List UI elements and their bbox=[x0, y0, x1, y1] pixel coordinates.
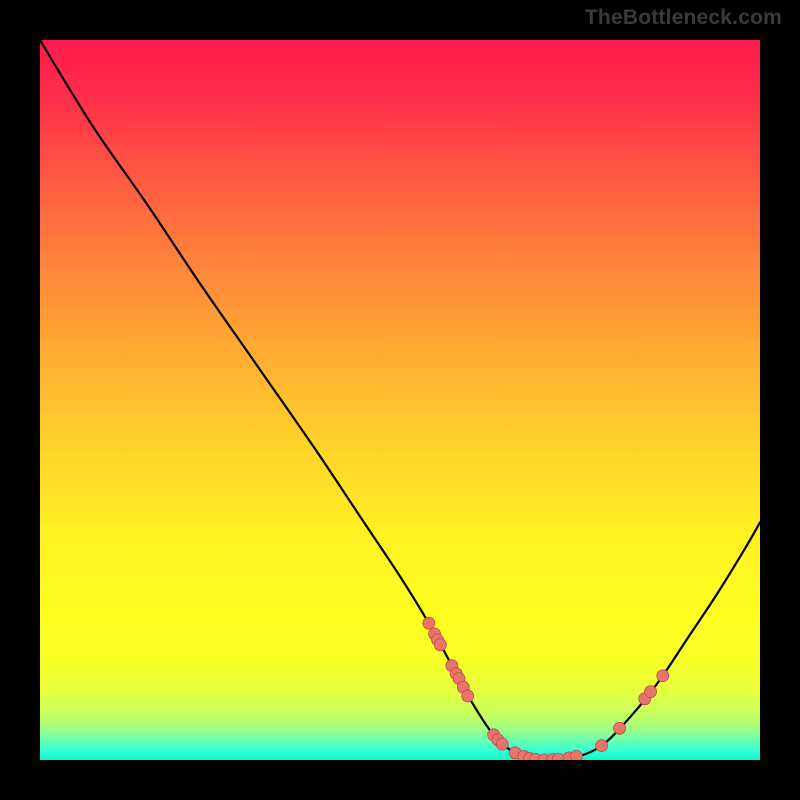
chart-svg bbox=[40, 40, 760, 760]
chart-marker bbox=[434, 639, 446, 651]
watermark-text: TheBottleneck.com bbox=[585, 6, 782, 30]
chart-background bbox=[40, 40, 760, 760]
chart-marker bbox=[496, 738, 508, 750]
chart-marker bbox=[657, 670, 669, 682]
chart-marker bbox=[596, 740, 608, 752]
chart-container bbox=[40, 40, 760, 760]
chart-marker bbox=[423, 617, 435, 629]
chart-marker bbox=[645, 686, 657, 698]
chart-marker bbox=[570, 750, 582, 760]
chart-marker bbox=[462, 690, 474, 702]
chart-marker bbox=[614, 722, 626, 734]
